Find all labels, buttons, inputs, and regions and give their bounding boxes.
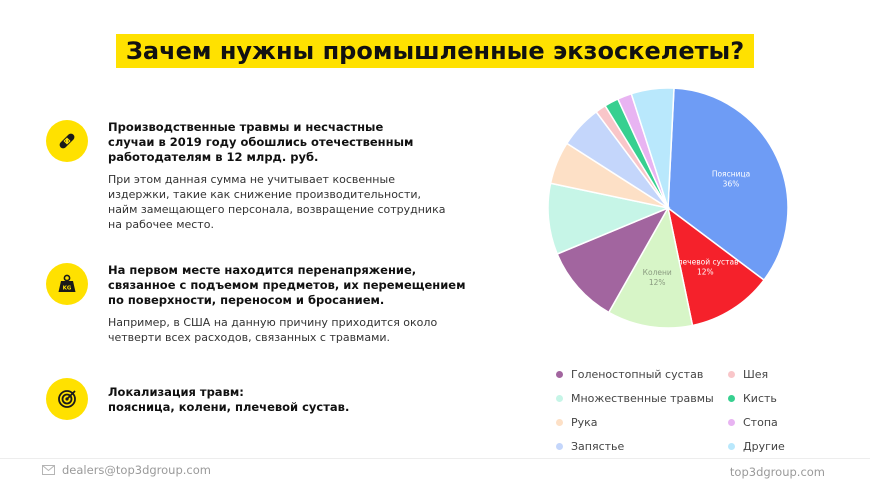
- legend-item: Рука: [556, 416, 598, 429]
- legend-swatch: [556, 371, 563, 378]
- legend-label: Другие: [743, 440, 785, 453]
- legend-item: Стопа: [728, 416, 778, 429]
- slice-label-1: Плечевой сустав: [672, 258, 738, 267]
- slice-percent-0: 36%: [723, 179, 740, 188]
- legend-label: Кисть: [743, 392, 777, 405]
- legend-swatch: [728, 443, 735, 450]
- legend-item: Шея: [728, 368, 768, 381]
- block-text: При этом данная сумма не учитывает косве…: [108, 173, 446, 231]
- legend-swatch: [728, 419, 735, 426]
- slice-percent-1: 12%: [697, 268, 714, 277]
- block-text: Например, в США на данную причину приход…: [108, 316, 438, 344]
- legend-swatch: [556, 443, 563, 450]
- legend-swatch: [556, 395, 563, 402]
- legend-label: Шея: [743, 368, 769, 381]
- legend-item: Кисть: [728, 392, 777, 405]
- slice-label-0: Поясница: [712, 169, 750, 178]
- pie-slice-10: [630, 87, 675, 209]
- legend-label: Множественные травмы: [571, 392, 714, 405]
- pie-slice-2: [607, 205, 694, 329]
- svg-text:KG: KG: [63, 286, 72, 292]
- legend-label: Запястье: [571, 440, 625, 453]
- legend-swatch: [728, 395, 735, 402]
- pie-slice-0: [667, 87, 789, 282]
- pie-slice-3: [556, 206, 670, 314]
- footer-email-text: dealers@top3dgroup.com: [62, 463, 211, 477]
- bandage-icon: [46, 120, 88, 162]
- footer-site-link[interactable]: top3dgroup.com: [729, 465, 825, 479]
- legend-item: Голеностопный сустав: [556, 368, 703, 381]
- target-icon: [46, 378, 88, 420]
- legend-label: Голеностопный сустав: [571, 368, 704, 381]
- legend-label: Рука: [571, 416, 598, 429]
- block-heading: Производственные травмы и несчастные слу…: [108, 120, 414, 164]
- legend-item: Запястье: [556, 440, 624, 453]
- mail-icon: [42, 465, 55, 475]
- slice-label-2: Колени: [643, 268, 672, 277]
- legend-label: Стопа: [743, 416, 778, 429]
- footer-divider: [0, 458, 870, 459]
- weight-icon: KG: [46, 263, 88, 305]
- footer-email[interactable]: dealers@top3dgroup.com: [42, 463, 211, 477]
- legend-item: Множественные травмы: [556, 392, 714, 405]
- legend-swatch: [728, 371, 735, 378]
- pie-slice-1: [666, 206, 766, 327]
- legend-swatch: [556, 419, 563, 426]
- slice-percent-2: 12%: [649, 278, 666, 287]
- page-title: Зачем нужны промышленные экзоскелеты?: [115, 34, 755, 68]
- legend-item: Другие: [728, 440, 785, 453]
- block-heading: Локализация травм: поясница, колени, пле…: [108, 385, 350, 414]
- block-heading: На первом месте находится перенапряжение…: [108, 263, 466, 307]
